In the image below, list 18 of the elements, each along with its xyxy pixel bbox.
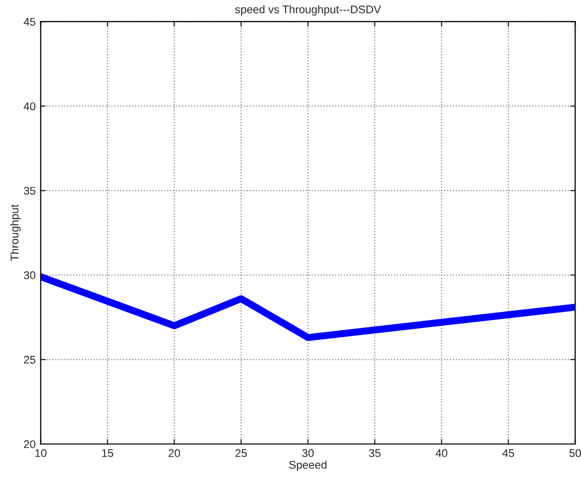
x-tick-label: 10 [35,449,46,458]
x-axis-title: Speeed [289,460,326,471]
x-tick-label: 35 [368,449,380,458]
y-tick-label: 45 [24,18,36,26]
y-tick-label: 25 [24,356,36,364]
x-tick-label: 50 [569,449,581,458]
y-axis-title: Throughput [10,204,21,261]
y-tick-label: 20 [24,440,36,448]
y-tick-label: 35 [24,186,36,195]
y-tick-label: 30 [24,271,36,280]
chart-title: speed vs Throughput---DSDV [235,5,381,16]
x-tick-label: 45 [502,449,514,458]
x-tick-label: 40 [436,449,448,458]
y-tick-label: 40 [24,102,36,110]
x-tick-label: 20 [168,449,180,458]
x-tick-label: 30 [302,449,314,458]
x-tick-label: 15 [102,449,114,458]
x-tick-label: 25 [235,449,247,458]
